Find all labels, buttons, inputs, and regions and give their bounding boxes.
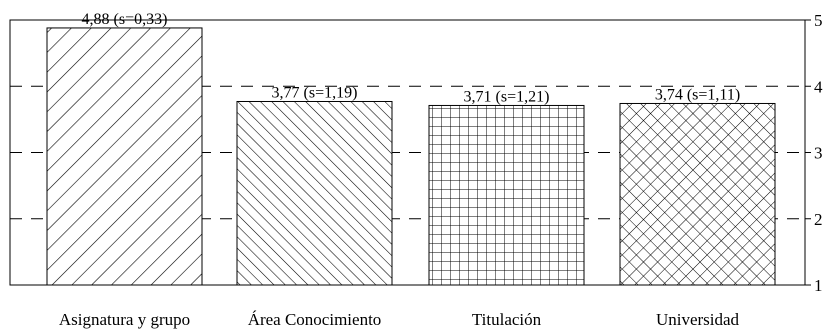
category-label: Universidad [656, 310, 740, 329]
category-label: Área Conocimiento [248, 310, 382, 329]
data-label: 3,77 (s=1,19) [272, 84, 358, 101]
y-tick-label: 1 [814, 276, 823, 295]
data-label: 4,88 (s=0,33) [82, 11, 168, 28]
x-axis-categories: Asignatura y grupo Área Conocimiento Titul… [59, 310, 740, 329]
bar [428, 104, 585, 286]
category-label: Titulación [472, 310, 542, 329]
data-label: 3,71 (s=1,21) [464, 88, 550, 105]
category-label: Asignatura y grupo [59, 310, 190, 329]
data-label: 3,74 (s=1,11) [655, 86, 740, 103]
y-tick-label: 4 [814, 77, 823, 96]
bar [46, 27, 203, 286]
y-tick-label: 2 [814, 210, 823, 229]
bars [46, 27, 776, 286]
y-tick-label: 3 [814, 144, 823, 163]
data-labels: 4,88 (s=0,33) 3,77 (s=1,19) 3,71 (s=1,21) 3… [82, 11, 741, 106]
bar [619, 102, 776, 286]
y-tick-label: 5 [814, 11, 823, 30]
bar [236, 100, 393, 286]
y-axis: 1 2 3 4 5 [805, 11, 823, 295]
